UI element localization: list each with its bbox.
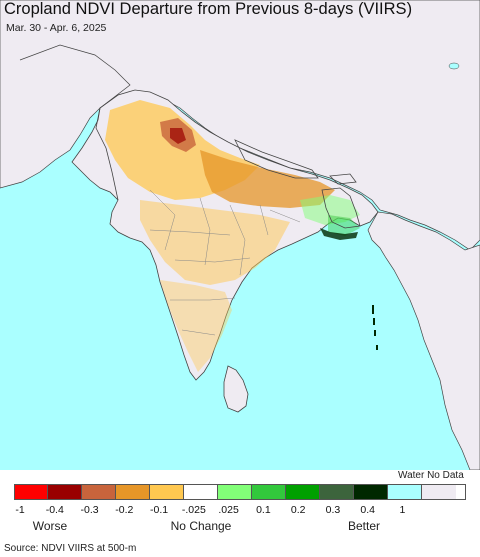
legend-swatch: [252, 484, 286, 500]
map: [0, 0, 480, 470]
legend-swatch: [422, 484, 456, 500]
state-borders: [149, 189, 301, 336]
crop-region-bengal: [328, 215, 360, 236]
legend-frame: [14, 484, 466, 500]
legend-better-label: Better: [347, 519, 381, 533]
land-east: [367, 211, 480, 470]
page-title: Cropland NDVI Departure from Previous 8-…: [4, 0, 413, 18]
legend-tick-label: 1: [399, 504, 406, 516]
source-note: Source: NDVI VIIRS at 500-m: [4, 543, 137, 554]
border-afghanistan: [19, 44, 131, 109]
legend-worse-label: Worse: [32, 519, 68, 533]
crop-region-central: [140, 200, 290, 285]
border-nepal: [234, 139, 319, 179]
legend-swatch: [388, 484, 422, 500]
crop-region-east-green: [300, 195, 360, 225]
legend-swatch: [218, 484, 252, 500]
legend-no-change-label: No Change: [170, 519, 232, 533]
land-sri-lanka: [223, 365, 249, 413]
legend: [14, 484, 456, 500]
legend-swatch: [286, 484, 320, 500]
legend-tick-label: -0.3: [80, 504, 99, 516]
crop-region-punjab-core: [170, 128, 186, 144]
legend-tick-label: .025: [218, 504, 239, 516]
legend-swatch: [184, 484, 218, 500]
legend-tick-label: -1: [15, 504, 25, 516]
legend-tick-label: 0.3: [325, 504, 341, 516]
border-bhutan: [329, 173, 357, 185]
legend-tick-label: -0.1: [150, 504, 169, 516]
legend-swatch: [150, 484, 184, 500]
water-no-data-label: Water No Data: [398, 470, 464, 481]
legend-swatch: [48, 484, 82, 500]
legend-swatch: [82, 484, 116, 500]
border-bangladesh: [321, 187, 361, 229]
andaman-islands: [372, 305, 378, 350]
legend-swatch: [116, 484, 150, 500]
border-pakistan: [95, 107, 119, 201]
legend-swatch: [354, 484, 388, 500]
crop-region-south: [160, 280, 232, 372]
legend-swatch: [14, 484, 48, 500]
legend-tick-label: -0.4: [45, 504, 64, 516]
legend-tick-label: -.025: [181, 504, 206, 516]
legend-tick-label: 0.4: [360, 504, 375, 516]
bangladesh-coast: [320, 228, 358, 240]
legend-tick-label: 0.2: [290, 504, 306, 516]
crop-region-indo-gangetic: [200, 150, 335, 208]
lake: [448, 62, 460, 70]
legend-swatch: [320, 484, 354, 500]
legend-tick-label: 0.1: [256, 504, 271, 516]
legend-tick-label: -0.2: [115, 504, 134, 516]
date-range: Mar. 30 - Apr. 6, 2025: [6, 22, 107, 34]
